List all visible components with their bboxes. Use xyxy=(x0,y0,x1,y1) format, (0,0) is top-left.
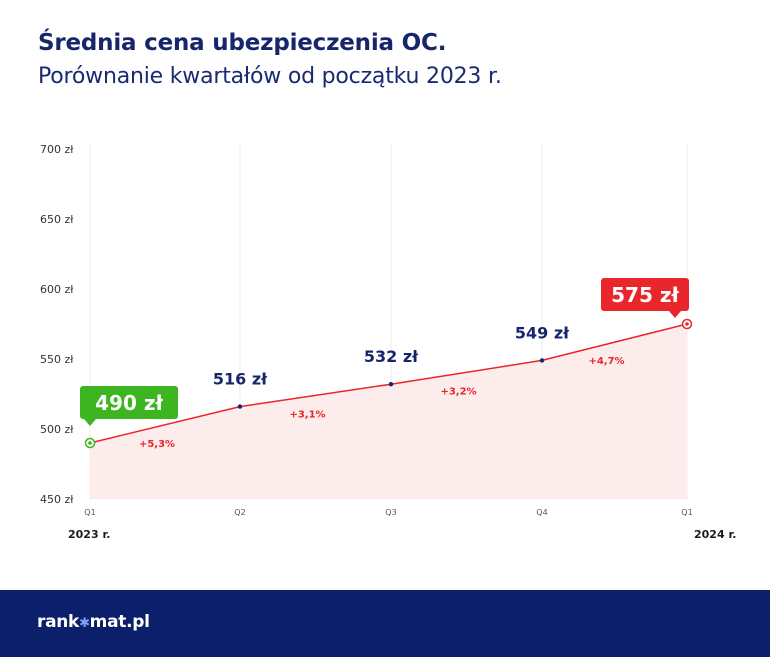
y-tick-label: 650 zł xyxy=(40,213,74,226)
data-point xyxy=(539,358,545,363)
data-label: 575 zł xyxy=(611,283,679,307)
logo-text-left: rank xyxy=(37,612,80,632)
y-tick-label: 500 zł xyxy=(40,423,74,436)
change-label: +4,7% xyxy=(588,356,624,367)
footer-bar: rank✱mat.pl xyxy=(0,590,770,657)
data-label: 490 zł xyxy=(95,391,163,415)
x-tick-label: Q3 xyxy=(385,508,396,517)
y-tick-label: 700 zł xyxy=(40,143,74,156)
logo-star-icon: ✱ xyxy=(79,616,90,631)
x-tick-label: Q2 xyxy=(234,508,245,517)
x-tick-label: Q1 xyxy=(84,508,95,517)
badge-pointer xyxy=(84,419,96,426)
chart-subtitle: Porównanie kwartałów od początku 2023 r. xyxy=(38,64,502,89)
end-value-badge xyxy=(601,278,689,311)
y-tick-label: 600 zł xyxy=(40,283,74,296)
badge-pointer xyxy=(669,311,681,318)
rankomat-logo[interactable]: rank✱mat.pl xyxy=(37,612,150,632)
data-point xyxy=(388,382,394,387)
data-label: 516 zł xyxy=(213,370,268,389)
y-tick-label: 550 zł xyxy=(40,353,74,366)
line-chart: 450 zł 500 zł 550 zł 600 zł 650 zł 700 zł Q1 Q2… xyxy=(40,143,693,517)
year-end-label: 2024 r. xyxy=(694,528,737,541)
data-label: 549 zł xyxy=(515,323,570,342)
x-tick-label: Q4 xyxy=(536,508,547,517)
area-fill xyxy=(90,324,687,499)
change-label: +3,2% xyxy=(440,386,476,397)
data-label: 532 zł xyxy=(364,347,419,366)
change-label: +5,3% xyxy=(139,439,175,450)
y-tick-label: 450 zł xyxy=(40,493,74,506)
x-tick-label: Q1 xyxy=(681,508,692,517)
data-point xyxy=(685,322,689,326)
year-start-label: 2023 r. xyxy=(68,528,111,541)
data-point xyxy=(237,404,243,409)
change-label: +3,1% xyxy=(289,409,325,420)
data-point xyxy=(88,441,92,445)
chart-title: Średnia cena ubezpieczenia OC. xyxy=(38,30,447,56)
logo-text-right: mat.pl xyxy=(89,612,150,632)
start-value-badge xyxy=(80,386,178,419)
